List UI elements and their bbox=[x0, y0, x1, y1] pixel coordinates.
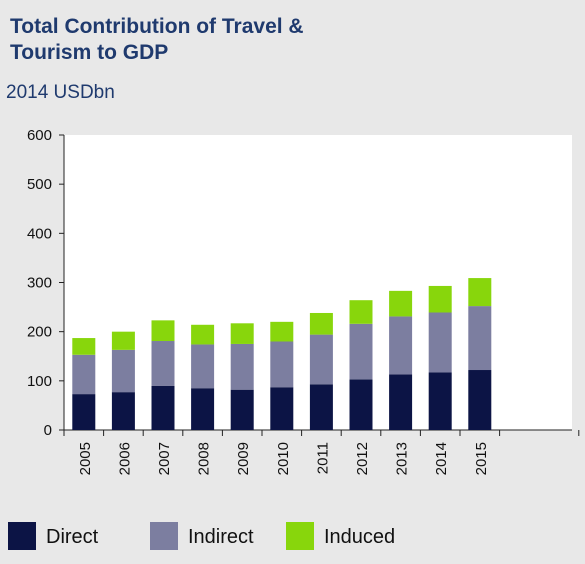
x-category-label: 2011 bbox=[314, 442, 331, 474]
y-tick-label: 500 bbox=[27, 176, 52, 193]
bar-induced-2008 bbox=[191, 324, 215, 345]
y-tick-label: 300 bbox=[27, 275, 52, 292]
bar-induced-2010 bbox=[270, 321, 294, 342]
bar-indirect-2013 bbox=[389, 316, 413, 375]
x-category-label: 2007 bbox=[156, 442, 173, 475]
x-category-label: 2010 bbox=[275, 442, 292, 475]
bar-induced-2005 bbox=[72, 338, 96, 355]
x-category-label: 2014 bbox=[433, 442, 450, 475]
bar-direct-2005 bbox=[72, 394, 96, 430]
bar-indirect-2012 bbox=[349, 323, 373, 380]
y-tick-label: 600 bbox=[27, 127, 52, 144]
legend-swatch-induced bbox=[286, 522, 314, 550]
bar-direct-2015 bbox=[468, 370, 492, 430]
chart-subtitle: 2014 USDbn bbox=[6, 82, 115, 103]
legend-swatch-indirect bbox=[150, 522, 178, 550]
bar-indirect-2008 bbox=[191, 344, 215, 389]
bar-indirect-2009 bbox=[230, 343, 254, 390]
bar-indirect-2005 bbox=[72, 354, 96, 395]
bar-indirect-2011 bbox=[309, 334, 333, 385]
bar-induced-2007 bbox=[151, 320, 175, 342]
x-category-label: 2006 bbox=[116, 442, 133, 475]
bar-direct-2011 bbox=[309, 384, 333, 430]
legend-label-direct: Direct bbox=[46, 526, 99, 548]
chart-title: Total Contribution of Travel & Tourism t… bbox=[10, 15, 304, 64]
bar-direct-2008 bbox=[191, 388, 215, 430]
bar-induced-2011 bbox=[309, 312, 333, 335]
bar-direct-2006 bbox=[111, 392, 135, 430]
bar-direct-2010 bbox=[270, 387, 294, 430]
bar-induced-2012 bbox=[349, 300, 373, 324]
legend-label-indirect: Indirect bbox=[188, 526, 254, 548]
bar-direct-2012 bbox=[349, 379, 373, 430]
y-tick-label: 0 bbox=[44, 422, 52, 439]
legend-swatch-direct bbox=[8, 522, 36, 550]
y-tick-label: 400 bbox=[27, 225, 52, 242]
bar-induced-2015 bbox=[468, 278, 492, 307]
bar-induced-2006 bbox=[111, 331, 135, 350]
x-category-label: 2015 bbox=[473, 442, 490, 475]
bar-indirect-2014 bbox=[428, 312, 452, 373]
bar-induced-2009 bbox=[230, 323, 254, 344]
y-tick-label: 200 bbox=[27, 324, 52, 341]
y-tick-label: 100 bbox=[27, 373, 52, 390]
bar-indirect-2007 bbox=[151, 341, 175, 386]
legend-label-induced: Induced bbox=[324, 526, 395, 548]
axes: 0 100 200 300 400 500 600 2005 2006 2007 2008 2009 2… bbox=[27, 127, 580, 475]
bar-direct-2009 bbox=[230, 389, 254, 430]
legend: Direct Indirect Induced bbox=[8, 522, 395, 550]
x-category-label: 2013 bbox=[394, 442, 411, 475]
bar-induced-2013 bbox=[389, 290, 413, 317]
x-category-label: 2009 bbox=[235, 442, 252, 475]
bar-direct-2013 bbox=[389, 374, 413, 430]
bar-indirect-2006 bbox=[111, 349, 135, 393]
bar-induced-2014 bbox=[428, 285, 452, 313]
bar-direct-2007 bbox=[151, 385, 175, 430]
x-category-label: 2005 bbox=[77, 442, 94, 475]
x-category-label: 2012 bbox=[354, 442, 371, 475]
bars bbox=[72, 278, 492, 430]
bar-indirect-2015 bbox=[468, 306, 492, 371]
bar-indirect-2010 bbox=[270, 341, 294, 388]
x-category-label: 2008 bbox=[196, 442, 213, 475]
bar-direct-2014 bbox=[428, 372, 452, 430]
